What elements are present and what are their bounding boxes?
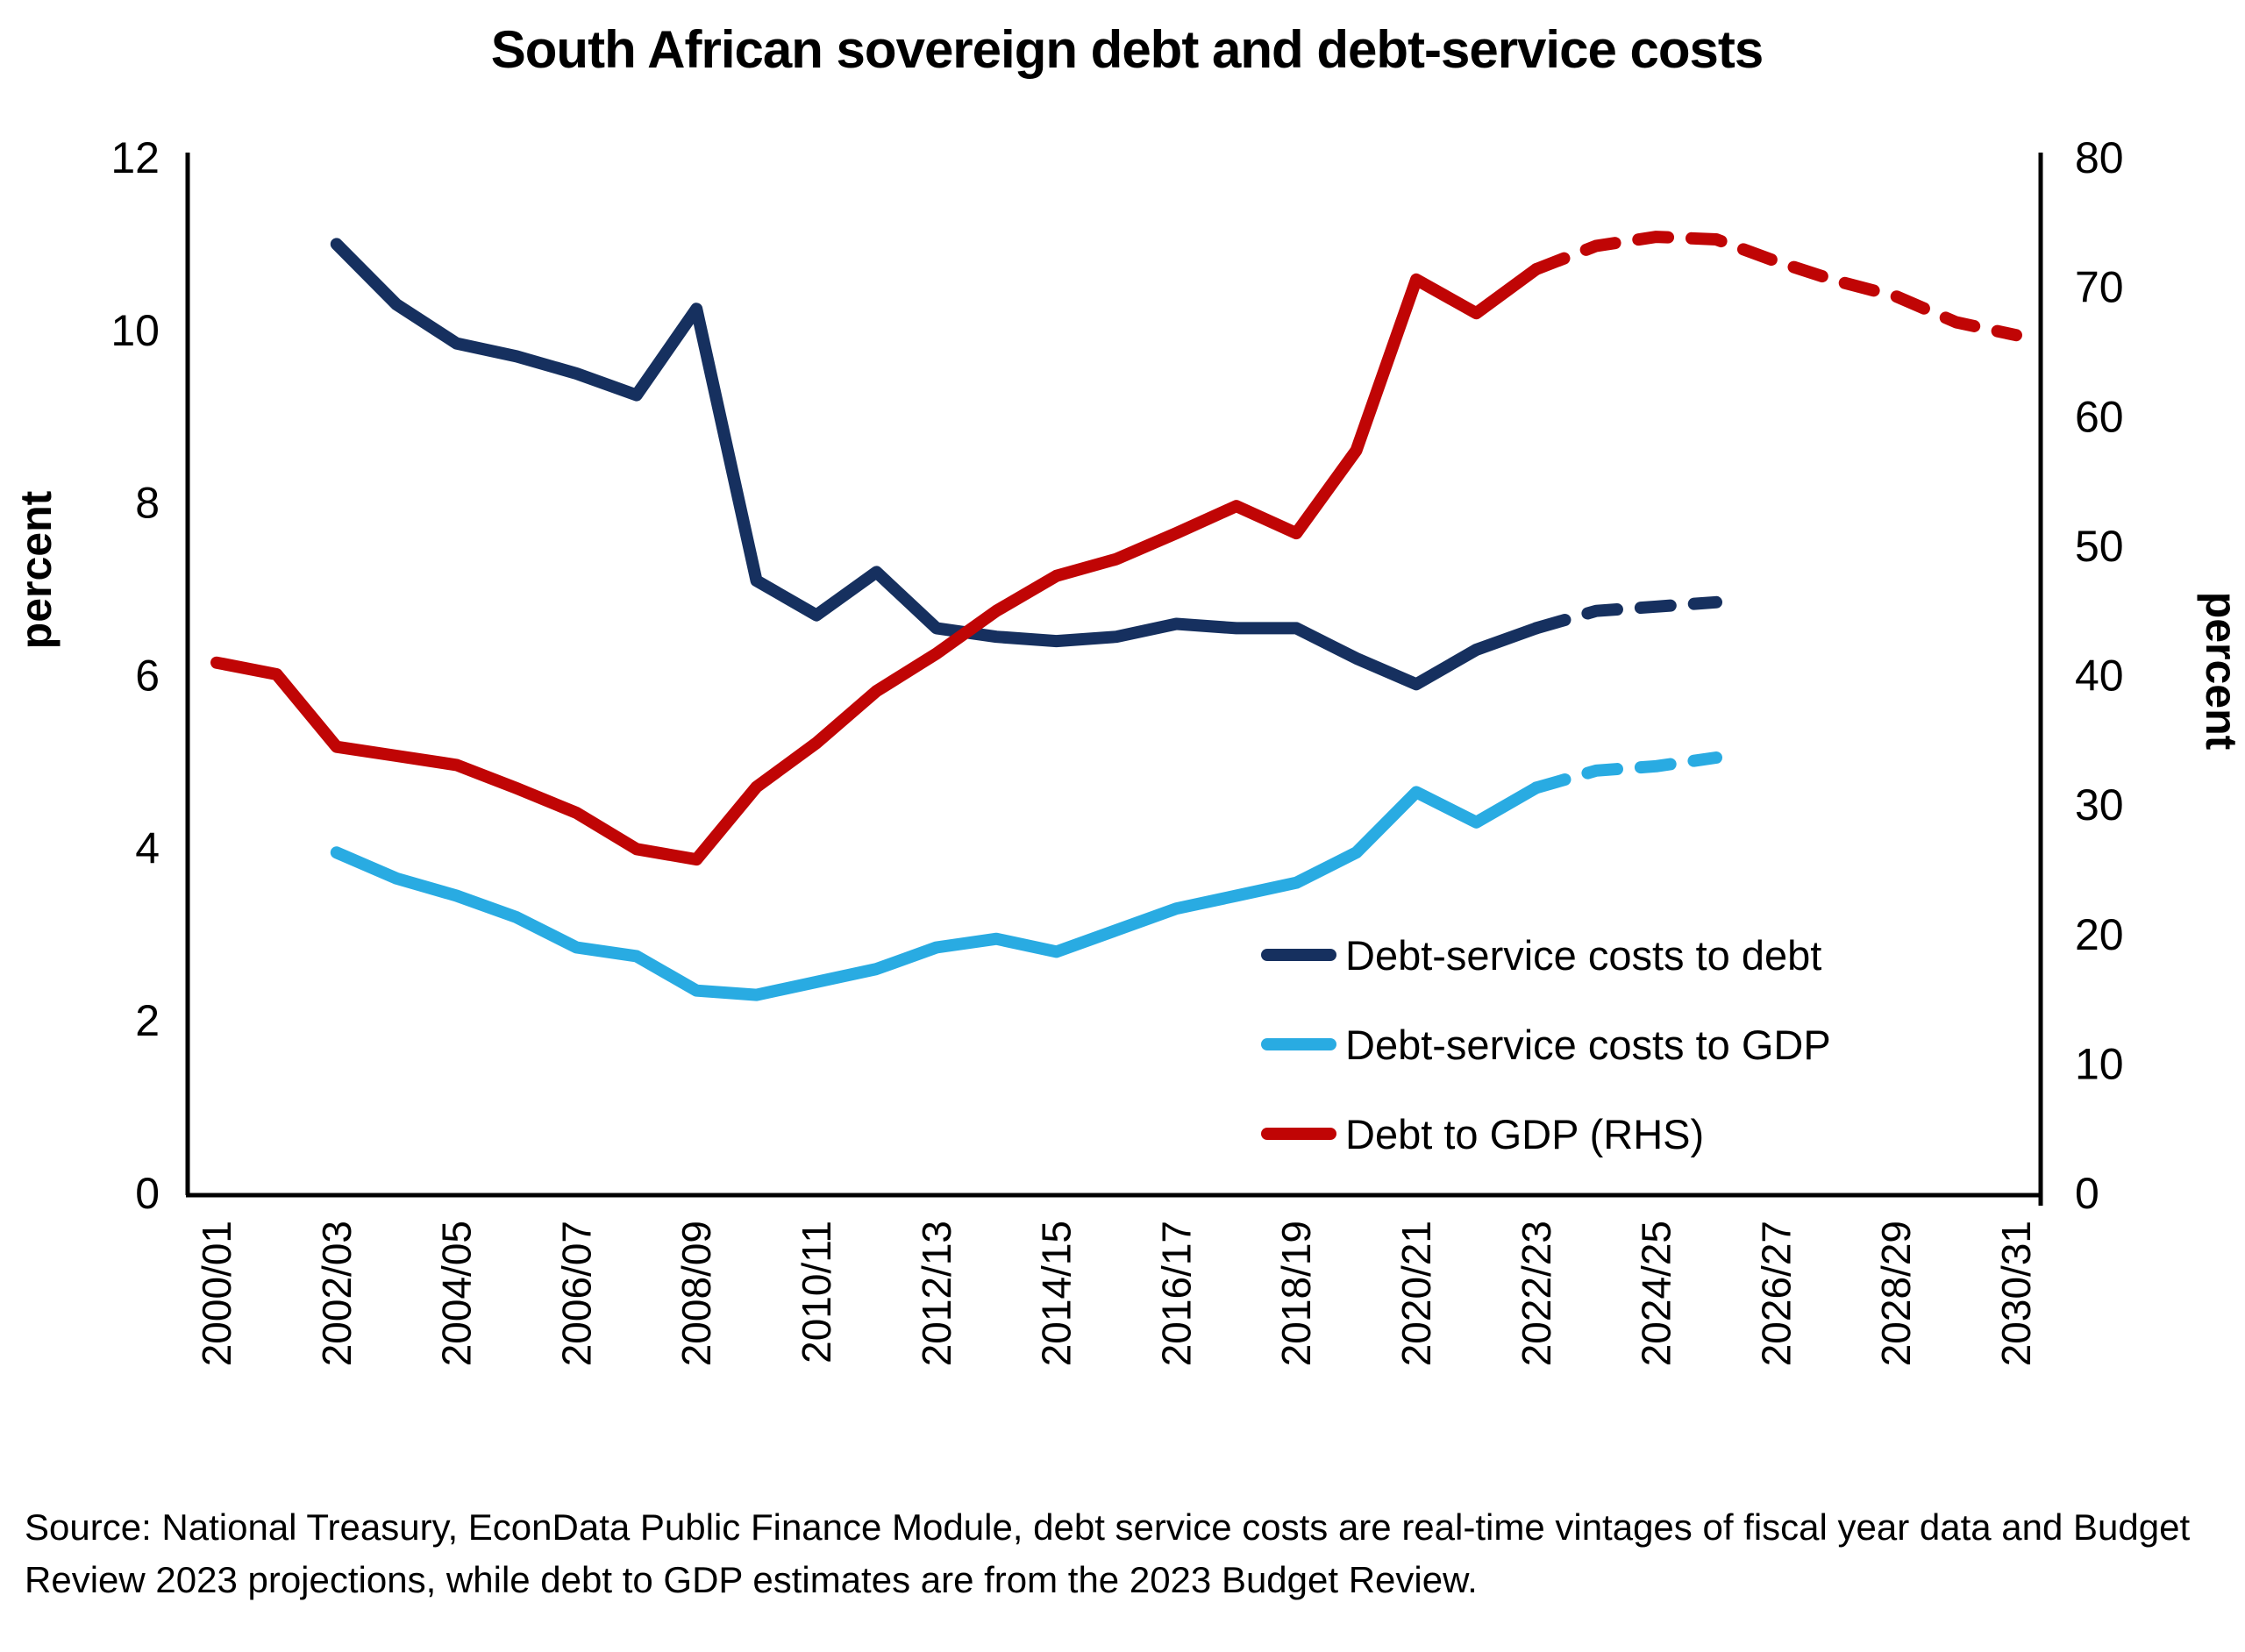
x-axis-tick-label: 2014/15: [1034, 1221, 1080, 1366]
x-axis-tick-label: 2006/07: [553, 1221, 599, 1366]
x-axis-tick-label: 2002/03: [314, 1221, 360, 1366]
legend-item-1: Debt-service costs to GDP: [1261, 1017, 1831, 1072]
legend-swatch-icon: [1261, 949, 1336, 961]
x-axis-tick-label: 2030/31: [1993, 1221, 2039, 1366]
x-axis-tick-label: 2000/01: [194, 1221, 239, 1366]
legend: Debt-service costs to debt Debt-service c…: [1261, 928, 1831, 1161]
series-line-0-solid: [330, 238, 1543, 691]
x-axis-tick-label: 2024/25: [1634, 1221, 1679, 1366]
chart-plot: 0 2 4 6 8 10 12 0 10 20 30 40 50 60 70 80 2000/01 2002/03…: [11, 133, 2245, 1366]
source-note: Source: National Treasury, EconData Publ…: [25, 1506, 2191, 1600]
right-axis-tick-label: 70: [2075, 263, 2124, 312]
right-axis-tick-label: 40: [2075, 652, 2124, 701]
legend-label: Debt-service costs to debt: [1345, 931, 1822, 979]
legend-item-2: Debt to GDP (RHS): [1261, 1107, 1831, 1161]
x-axis-tick-label: 2018/19: [1273, 1221, 1319, 1366]
left-axis-tick-label: 0: [135, 1169, 160, 1218]
x-axis-tick-label: 2008/09: [674, 1221, 719, 1366]
legend-swatch-icon: [1261, 1128, 1336, 1140]
x-axis-tick-label: 2012/13: [914, 1221, 959, 1366]
right-axis-tick-label: 10: [2075, 1039, 2124, 1088]
left-axis-tick-label: 10: [110, 306, 160, 355]
x-axis-tick-label: 2016/17: [1153, 1221, 1199, 1366]
right-axis-tick-label: 0: [2075, 1169, 2099, 1218]
x-axis-tick-label: 2004/05: [434, 1221, 480, 1366]
left-axis-tick-label: 6: [135, 652, 160, 701]
legend-swatch-icon: [1261, 1038, 1336, 1050]
x-axis-tick-label: 2028/29: [1873, 1221, 1919, 1366]
legend-label: Debt to GDP (RHS): [1345, 1110, 1705, 1157]
series-line-0-projection: [1529, 595, 1722, 635]
x-axis-tick-label: 2020/21: [1393, 1221, 1439, 1366]
left-axis-title: percent: [11, 490, 61, 649]
right-axis-tick-label: 50: [2075, 522, 2124, 571]
legend-item-0: Debt-service costs to debt: [1261, 928, 1831, 982]
series-line-1-projection: [1529, 751, 1722, 794]
chart-title: South African sovereign debt and debt-se…: [490, 20, 1764, 79]
right-axis-tick-label: 60: [2075, 392, 2124, 441]
right-axis-tick-label: 80: [2075, 133, 2124, 182]
right-axis-title: percent: [2197, 592, 2245, 751]
left-axis-tick-label: 12: [110, 133, 160, 182]
series-line-2-projection: [1529, 231, 2022, 342]
x-axis-tick-label: 2022/23: [1514, 1221, 1559, 1366]
x-axis-tick-label: 2010/11: [794, 1221, 839, 1364]
left-axis-tick-label: 2: [135, 996, 160, 1045]
left-axis-tick-label: 8: [135, 479, 160, 528]
series-line-1-solid: [330, 781, 1543, 1001]
right-axis-tick-label: 30: [2075, 780, 2124, 830]
left-axis-tick-label: 4: [135, 823, 160, 872]
series-line-2-solid: [210, 263, 1543, 866]
legend-label: Debt-service costs to GDP: [1345, 1021, 1831, 1068]
x-axis-tick-label: 2026/27: [1753, 1221, 1799, 1366]
right-axis-tick-label: 20: [2075, 910, 2124, 959]
